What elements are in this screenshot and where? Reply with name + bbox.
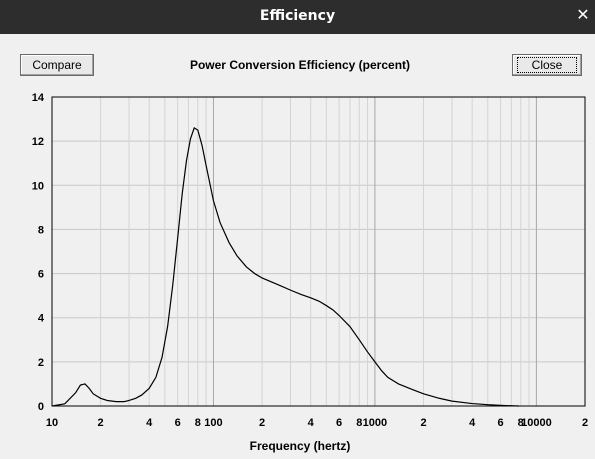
title-bar: Efficiency ✕: [0, 0, 595, 34]
window-title: Efficiency: [259, 8, 336, 24]
x-tick-label: 6: [175, 417, 181, 429]
y-tick-label: 8: [38, 224, 44, 236]
x-tick-label: 4: [146, 417, 153, 429]
x-tick-label: 2: [420, 417, 426, 429]
plot-frame: [51, 96, 586, 407]
x-tick-label: 4: [308, 417, 315, 429]
x-tick-label: 2: [582, 417, 588, 429]
y-tick-label: 14: [32, 92, 45, 104]
x-tick-label: 2: [259, 417, 265, 429]
efficiency-curve: [51, 126, 519, 407]
x-gridlines: [100, 97, 537, 406]
x-tick-label: 4: [469, 417, 476, 429]
chart-title: Power Conversion Efficiency (percent): [189, 58, 411, 72]
dialog-body: Compare Power Conversion Efficiency (per…: [0, 34, 595, 459]
x-tick-label: 8: [195, 417, 201, 429]
y-tick-label: 4: [38, 313, 45, 325]
x-tick-label: 6: [336, 417, 342, 429]
y-tick-label: 0: [38, 401, 44, 413]
y-tick-label: 12: [32, 136, 44, 148]
x-tick-label: 100: [204, 417, 222, 429]
y-tick-label: 6: [38, 269, 44, 281]
x-tick-label: 6: [498, 417, 504, 429]
y-tick-labels: 0 2 4 6 8 10 12 14: [32, 92, 45, 413]
close-button[interactable]: Close: [512, 54, 582, 76]
close-icon[interactable]: ✕: [576, 5, 590, 24]
y-gridlines: [52, 140, 585, 363]
compare-button-label: Compare: [32, 58, 82, 72]
x-tick-label: 8: [518, 417, 524, 429]
x-tick-label: 2: [98, 417, 104, 429]
x-tick-label: 1000: [363, 417, 387, 429]
y-tick-label: 2: [38, 357, 44, 369]
x-tick-label: 10: [46, 417, 58, 429]
x-tick-label: 8: [356, 417, 362, 429]
compare-button[interactable]: Compare: [20, 54, 94, 76]
x-axis-label: Frequency (hertz): [249, 439, 351, 453]
x-tick-label: 10000: [521, 417, 552, 429]
y-tick-label: 10: [32, 180, 44, 192]
close-button-label: Close: [516, 57, 578, 73]
